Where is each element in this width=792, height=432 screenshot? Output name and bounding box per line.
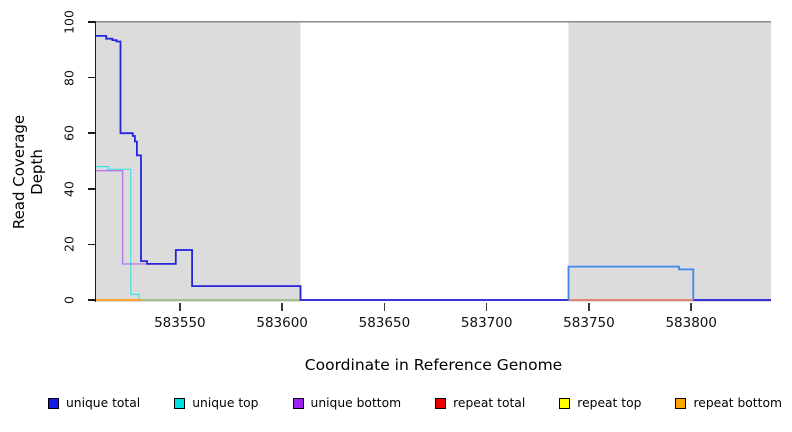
- legend-label: repeat bottom: [693, 396, 782, 410]
- y-tick-label: 0: [61, 296, 77, 304]
- y-tick-label: 80: [61, 69, 77, 86]
- legend-swatch-icon: [292, 397, 304, 409]
- y-tick-mark: [88, 21, 95, 23]
- plot-area: [96, 21, 771, 302]
- y-tick-label: 60: [61, 125, 77, 142]
- legend-swatch-icon: [675, 397, 687, 409]
- y-tick-mark: [88, 299, 95, 301]
- y-tick-label: 20: [61, 236, 77, 253]
- x-tick-mark: [485, 303, 488, 311]
- x-tick-label: 583750: [563, 315, 615, 331]
- legend-swatch-icon: [435, 397, 447, 409]
- legend-label: repeat top: [577, 396, 642, 410]
- background-region-white-middle: [300, 21, 569, 302]
- legend-label: unique bottom: [310, 396, 402, 410]
- plot-canvas: [96, 21, 771, 302]
- y-tick-mark: [88, 132, 95, 134]
- legend-swatch-icon: [559, 397, 571, 409]
- x-tick-mark: [383, 303, 386, 311]
- legend-swatch-icon: [48, 397, 59, 409]
- legend-item-unique-bottom: unique bottom: [292, 396, 402, 410]
- x-tick-mark: [690, 303, 692, 311]
- y-tick-label: 40: [61, 180, 77, 197]
- legend-swatch-icon: [174, 397, 186, 409]
- x-tick-label: 583650: [358, 315, 411, 331]
- legend-label: unique total: [66, 396, 141, 410]
- series-line-coverage-box-right-light-blue-: [567, 265, 695, 300]
- legend-item-repeat-total: repeat total: [435, 396, 525, 410]
- x-tick-label: 583800: [665, 315, 717, 331]
- x-tick-mark: [588, 303, 590, 311]
- y-tick-mark: [88, 76, 95, 79]
- legend: unique total unique top unique bottom repea…: [48, 396, 782, 410]
- x-tick-mark: [179, 303, 181, 311]
- x-axis-title: Coordinate in Reference Genome: [304, 356, 563, 374]
- x-tick-label: 583600: [256, 315, 308, 331]
- legend-label: repeat total: [453, 396, 526, 410]
- legend-item-repeat-top: repeat top: [559, 396, 641, 410]
- legend-item-unique-total: unique total: [48, 396, 140, 410]
- x-tick-label: 583550: [154, 315, 206, 331]
- background-region-shaded-right: [568, 21, 771, 302]
- y-axis-line: [94, 21, 96, 302]
- y-tick-label: 100: [61, 10, 77, 34]
- legend-item-unique-top: unique top: [174, 396, 258, 410]
- x-tick-label: 583700: [460, 315, 513, 331]
- series-line-unique-total: [96, 34, 569, 301]
- y-tick-mark: [88, 243, 95, 246]
- legend-label: unique top: [192, 396, 259, 410]
- legend-item-repeat-bottom: repeat bottom: [675, 396, 782, 410]
- series-line-unique-top: [96, 166, 141, 301]
- x-tick-mark: [281, 303, 283, 311]
- y-tick-mark: [88, 188, 95, 190]
- y-axis-title: Read Coverage Depth: [10, 114, 46, 230]
- background-region-shaded-left: [96, 21, 301, 302]
